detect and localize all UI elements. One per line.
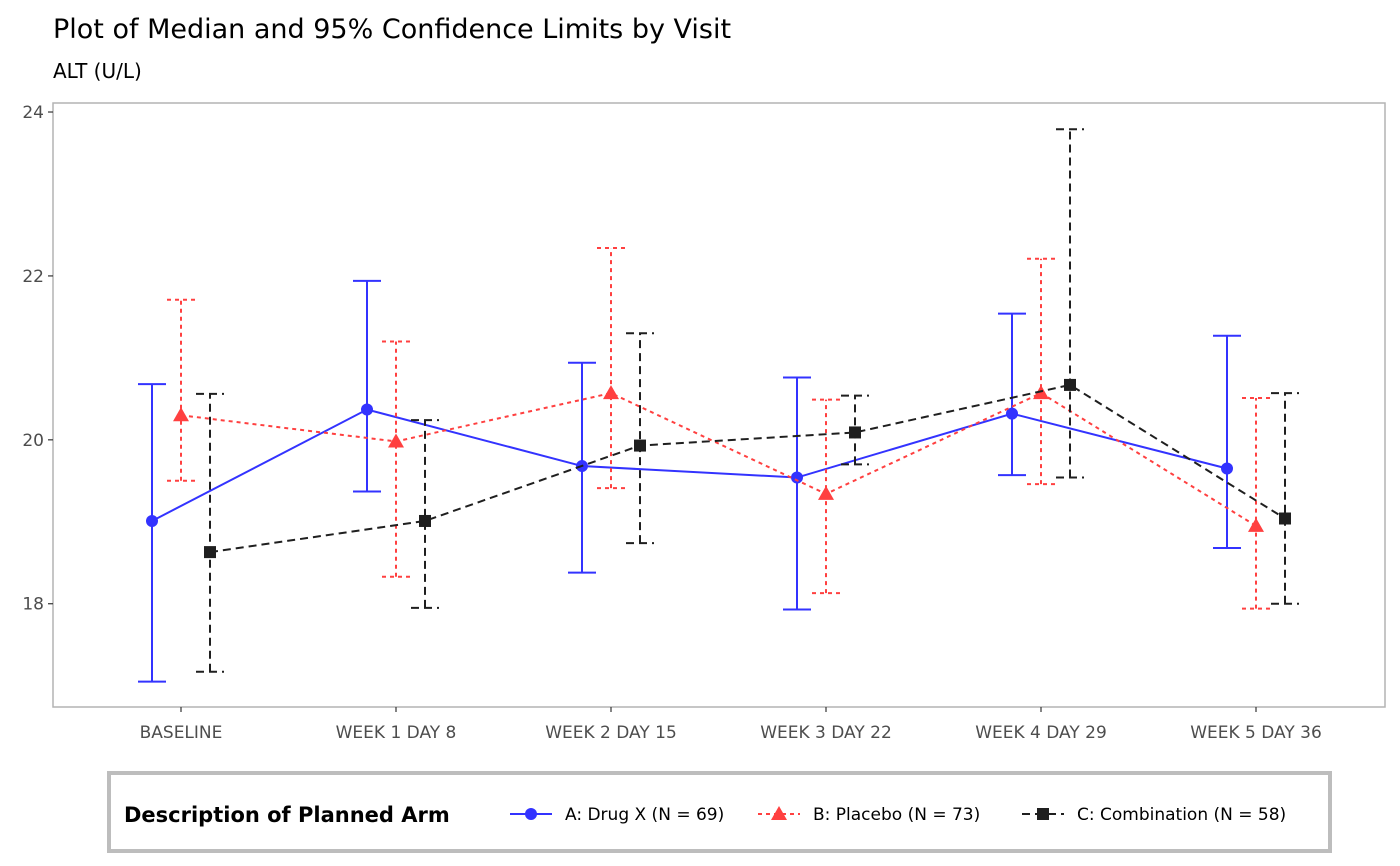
series-2: [196, 128, 1299, 673]
legend-box: [107, 771, 1332, 853]
data-point: [1064, 378, 1076, 391]
data-point: [634, 439, 646, 452]
series-group: [138, 128, 1299, 683]
axes: 18 20 22 24 BASELINE WEEK 1 DAY 8 WEEK 2 DAY 1…: [22, 103, 1321, 743]
legend-label: A: Drug X (N = 69): [565, 805, 724, 825]
data-point: [1248, 517, 1264, 532]
legend-label: C: Combination (N = 58): [1077, 805, 1286, 825]
data-point: [361, 403, 373, 416]
legend-title: Description of Planned Arm: [124, 803, 450, 827]
data-point: [603, 385, 619, 400]
data-point: [204, 546, 216, 559]
data-point: [419, 514, 431, 527]
legend: A: Drug X (N = 69) B: Placebo (N = 73) C: …: [510, 805, 1286, 825]
x-tick-label: WEEK 1 DAY 8: [336, 723, 457, 743]
series-line: [180, 391, 1257, 527]
y-tick-label: 24: [22, 103, 44, 123]
chart-title: Plot of Median and 95% Confidence Limits…: [53, 14, 731, 45]
series-line: [209, 383, 1286, 554]
legend-key-marker: [771, 806, 787, 820]
data-point: [849, 426, 861, 439]
data-point: [146, 514, 158, 527]
x-tick-label: WEEK 4 DAY 29: [975, 723, 1107, 743]
data-point: [791, 471, 803, 484]
legend-key-marker: [1037, 808, 1049, 820]
legend-key-marker: [525, 808, 537, 820]
x-tick-label: WEEK 3 DAY 22: [760, 723, 892, 743]
data-point: [173, 407, 189, 422]
data-point: [1006, 407, 1018, 420]
data-point: [818, 485, 834, 500]
series-0: [138, 279, 1241, 683]
data-point: [1221, 462, 1233, 475]
data-point: [1279, 512, 1291, 525]
legend-label: B: Placebo (N = 73): [813, 805, 980, 825]
x-tick-label: WEEK 2 DAY 15: [545, 723, 677, 743]
series-line: [151, 408, 1228, 522]
chart-subtitle: ALT (U/L): [53, 59, 142, 83]
series-1: [167, 247, 1270, 610]
x-tick-label: BASELINE: [140, 723, 223, 743]
y-tick-label: 18: [22, 595, 44, 615]
plot-panel: [52, 102, 1386, 708]
x-tick-label: WEEK 5 DAY 36: [1190, 723, 1322, 743]
data-point: [388, 433, 404, 448]
y-tick-label: 20: [22, 431, 44, 451]
y-tick-label: 22: [22, 267, 44, 287]
